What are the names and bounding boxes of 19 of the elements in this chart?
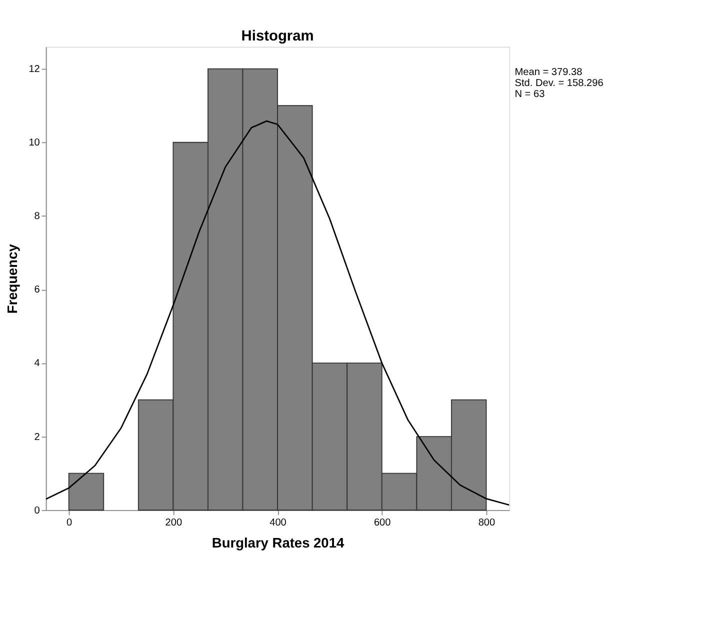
text: Mean = 379.38 bbox=[514, 67, 583, 78]
y-axis-title: Frequency bbox=[4, 244, 20, 314]
x-tick-label: 0 bbox=[66, 517, 72, 528]
y-tick-label: 10 bbox=[28, 138, 40, 149]
x-tick-label: 200 bbox=[165, 517, 182, 528]
text: N = 63 bbox=[514, 89, 546, 100]
x-axis-title: Burglary Rates 2014 bbox=[212, 535, 344, 550]
y-tick-label: 2 bbox=[34, 432, 40, 443]
y-tick-label: 4 bbox=[34, 358, 40, 370]
text: Std. Dev. = 158.296 bbox=[514, 78, 604, 90]
x-tick-label: 600 bbox=[374, 517, 392, 528]
chart-title: Histogram bbox=[241, 28, 314, 44]
y-tick-label: 12 bbox=[28, 64, 40, 76]
line-series bbox=[46, 120, 510, 506]
y-tick-label: 8 bbox=[34, 211, 40, 222]
x-tick-label: 800 bbox=[478, 517, 496, 528]
y-tick-label: 6 bbox=[34, 284, 40, 296]
y-tick-label: 0 bbox=[34, 505, 40, 516]
x-tick-label: 400 bbox=[270, 517, 287, 528]
